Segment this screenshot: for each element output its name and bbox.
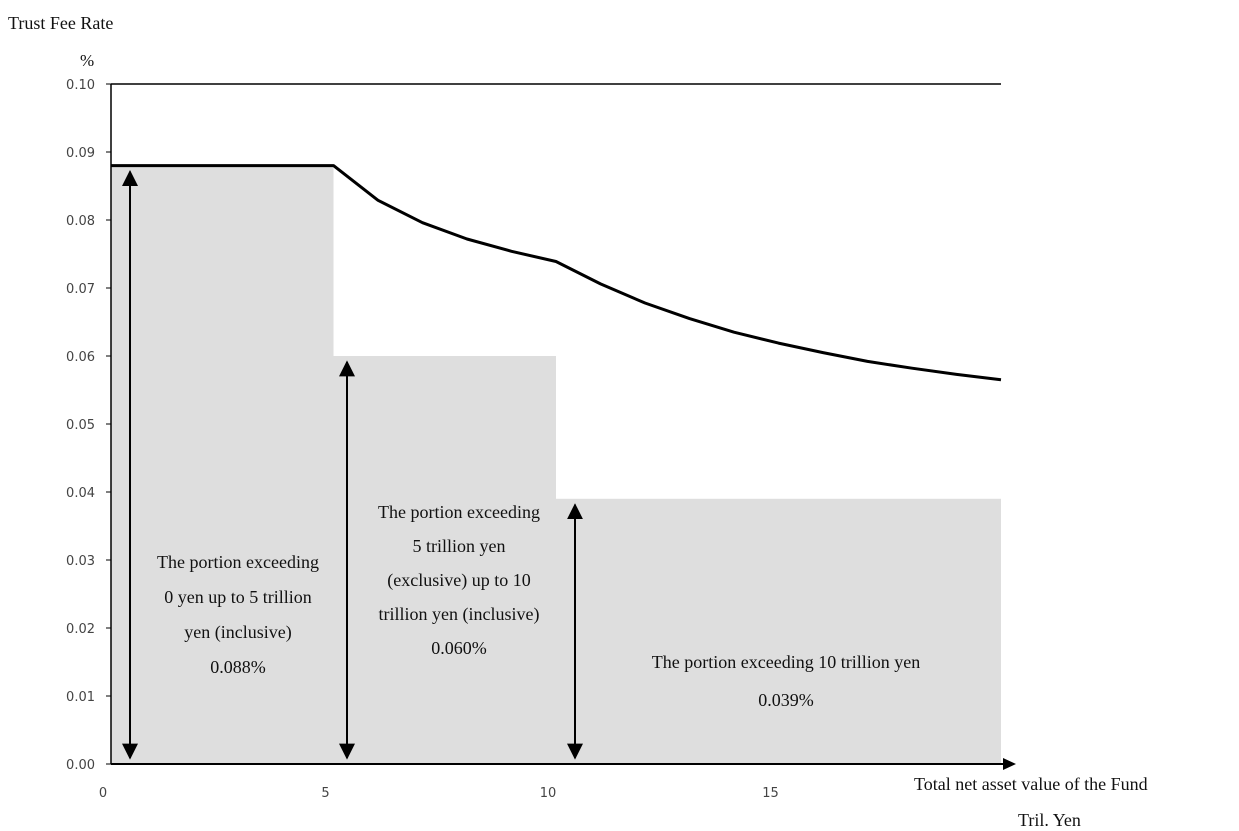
x-tick-label: 5 [321,786,329,801]
tier-2-label-line: 5 trillion yen [413,536,506,556]
y-tick-label: 0.02 [66,622,95,637]
y-tick-label: 0.10 [66,78,95,93]
tier-2-label-line: (exclusive) up to 10 [387,570,530,591]
tier-bar-1 [111,165,334,765]
tier-1-label-line: 0.088% [210,657,266,677]
y-tick-label: 0.00 [66,758,95,773]
tier-2-label-line: 0.060% [431,638,487,658]
y-tick-label: 0.09 [66,146,95,161]
x-axis-arrowhead [1003,758,1016,770]
y-tick-label: 0.04 [66,486,95,501]
x-tick-label: 0 [99,786,107,801]
tier-bar-2 [333,356,556,764]
y-unit-label: % [80,51,94,70]
x-tick-label: 15 [762,786,779,801]
chart-title: Trust Fee Rate [8,13,113,33]
fee-rate-curve [111,164,1002,382]
tier-bar-3 [556,498,1001,764]
y-tick-label: 0.06 [66,350,95,365]
y-tick-label: 0.03 [66,554,95,569]
tier-1-label-line: The portion exceeding [157,552,319,572]
tier-2-label-line: The portion exceeding [378,502,540,522]
tier-1-label-line: 0 yen up to 5 trillion [164,587,312,607]
y-tick-label: 0.08 [66,214,95,229]
x-tick-label: 10 [540,786,557,801]
tier-2-label-line: trillion yen (inclusive) [379,604,540,625]
tier-1-label-line: yen (inclusive) [184,622,291,643]
x-unit-label: Tril. Yen [1018,810,1081,830]
y-tick-label: 0.05 [66,418,95,433]
x-axis-label: Total net asset value of the Fund [914,774,1148,794]
tier-3-label-line: 0.039% [758,690,814,710]
y-tick-label: 0.07 [66,282,95,297]
y-tick-label: 0.01 [66,690,95,705]
tier-3-label-line: The portion exceeding 10 trillion yen [652,652,920,672]
